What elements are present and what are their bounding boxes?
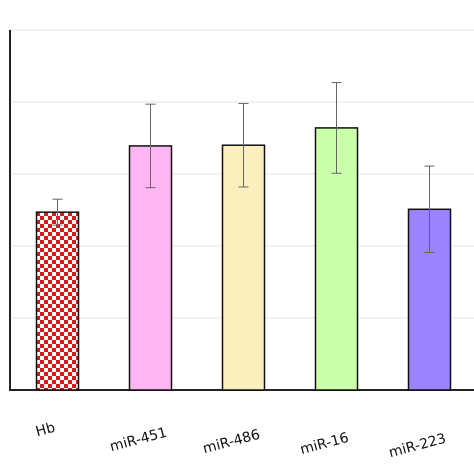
x-tick-label: miR-486 (201, 427, 262, 458)
x-tick-label: miR-223 (387, 431, 448, 462)
bar (35, 211, 80, 391)
x-tick-label: Hb (34, 420, 57, 441)
x-tick-label: miR-16 (298, 430, 350, 458)
x-tick-label: miR-451 (108, 425, 169, 456)
bar (407, 208, 452, 391)
